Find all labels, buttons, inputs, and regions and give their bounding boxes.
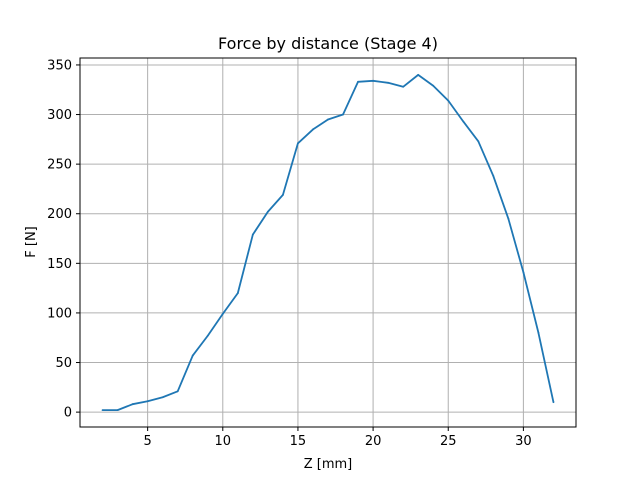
data-point xyxy=(282,193,284,196)
data-point xyxy=(477,140,480,143)
data-point xyxy=(176,390,179,393)
data-point xyxy=(342,113,344,116)
data-point xyxy=(417,73,420,76)
data-point xyxy=(537,331,540,334)
plot-frame xyxy=(79,57,577,428)
data-point xyxy=(221,313,224,315)
data-point xyxy=(131,403,134,406)
data-point xyxy=(266,210,269,213)
data-point xyxy=(522,271,525,274)
data-point xyxy=(101,409,104,412)
data-point xyxy=(206,334,209,337)
data-point xyxy=(432,84,435,87)
x-axis-label: Z [mm] xyxy=(304,457,353,472)
x-tick-label: 15 xyxy=(290,434,307,449)
data-point xyxy=(161,396,164,399)
data-point xyxy=(357,80,359,83)
y-axis-label: F [N] xyxy=(24,226,39,257)
y-tick-label: 100 xyxy=(47,306,72,321)
series-line xyxy=(102,73,555,412)
data-point xyxy=(312,128,314,131)
chart-title: Force by distance (Stage 4) xyxy=(218,34,438,53)
data-point xyxy=(251,233,254,236)
y-tick-label: 350 xyxy=(47,58,72,73)
data-point xyxy=(191,354,194,357)
x-tick-label: 10 xyxy=(215,434,232,449)
data-point xyxy=(372,79,374,82)
y-tick-label: 200 xyxy=(47,207,72,222)
x-tick-label: 5 xyxy=(143,434,151,449)
x-tick-label: 30 xyxy=(515,434,532,449)
data-point xyxy=(146,400,149,403)
data-point xyxy=(297,142,299,145)
data-point xyxy=(552,401,555,404)
y-tick-label: 50 xyxy=(55,356,72,371)
data-point xyxy=(462,120,465,123)
data-point xyxy=(402,85,405,88)
data-point xyxy=(387,81,390,84)
y-tick-label: 150 xyxy=(47,257,72,272)
x-tick-label: 20 xyxy=(365,434,382,449)
grid xyxy=(80,58,576,427)
data-point xyxy=(236,292,239,294)
data-point xyxy=(327,118,329,121)
y-tick-label: 250 xyxy=(47,158,72,173)
data-point xyxy=(507,217,510,220)
y-tick-label: 0 xyxy=(64,406,72,421)
data-point xyxy=(116,409,119,412)
series-layer xyxy=(101,73,555,412)
data-point xyxy=(492,175,495,177)
data-point xyxy=(447,99,450,102)
x-tick-label: 25 xyxy=(440,434,457,449)
y-tick-label: 300 xyxy=(47,108,72,123)
